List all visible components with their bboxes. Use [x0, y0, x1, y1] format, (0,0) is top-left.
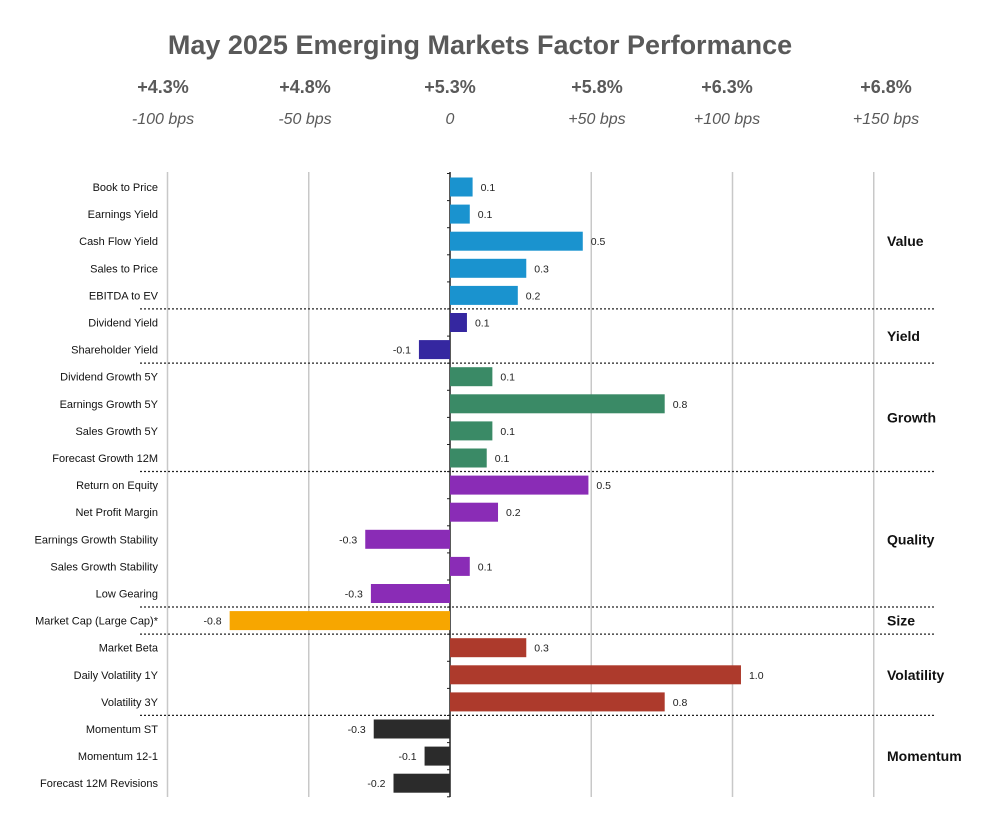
bar: [450, 556, 470, 576]
scenario-return-label: +4.8%: [279, 77, 331, 97]
bar: [450, 177, 473, 197]
category-label: Book to Price: [93, 182, 158, 194]
group-label: Quality: [887, 531, 935, 547]
category-label: Net Profit Margin: [75, 507, 158, 519]
bar: [450, 448, 487, 468]
data-label: 0.2: [506, 507, 521, 519]
data-label: 0.1: [478, 561, 493, 573]
category-label: Earnings Growth 5Y: [60, 399, 159, 411]
bar: [370, 584, 450, 603]
data-label: 0.1: [500, 426, 515, 438]
data-label: 0.8: [673, 399, 688, 411]
scenario-bps-label: -50 bps: [278, 111, 331, 128]
data-label: -0.1: [398, 751, 416, 763]
category-label: Volatility 3Y: [101, 697, 159, 709]
data-label: -0.3: [345, 589, 363, 601]
bar: [450, 367, 493, 387]
data-label: 0.1: [495, 453, 510, 465]
bar: [450, 421, 493, 441]
category-label: Forecast 12M Revisions: [40, 778, 158, 790]
data-label: 0.1: [500, 372, 515, 384]
scenario-return-label: +4.3%: [137, 77, 189, 97]
category-label: Low Gearing: [96, 589, 158, 601]
category-label: Return on Equity: [76, 480, 158, 492]
bar: [450, 231, 583, 251]
data-label: 0.1: [478, 209, 493, 221]
scenario-bps-label: +100 bps: [694, 111, 760, 128]
scenario-bps-label: -100 bps: [132, 111, 194, 128]
scenario-return-label: +5.3%: [424, 77, 476, 97]
category-label: Sales Growth 5Y: [75, 426, 158, 438]
bar: [450, 692, 665, 712]
group-label: Yield: [887, 328, 920, 344]
data-label: -0.3: [339, 534, 357, 546]
bar: [450, 502, 499, 522]
group-label: Growth: [887, 409, 936, 425]
bar: [450, 313, 467, 332]
bar: [450, 204, 470, 224]
data-label: 1.0: [749, 670, 764, 682]
category-label: EBITDA to EV: [89, 290, 159, 302]
scenario-bps-label: +150 bps: [853, 111, 919, 128]
group-label: Value: [887, 233, 924, 249]
category-label: Sales to Price: [90, 263, 158, 275]
bar: [450, 258, 527, 278]
bar: [418, 340, 450, 360]
category-label: Earnings Growth Stability: [35, 534, 159, 546]
data-label: -0.2: [367, 778, 385, 790]
data-label: 0.8: [673, 697, 688, 709]
scenario-return-label: +6.8%: [860, 77, 912, 97]
data-label: 0.2: [526, 290, 541, 302]
group-label: Momentum: [887, 748, 962, 764]
scenario-return-label: +5.8%: [571, 77, 623, 97]
category-label: Sales Growth Stability: [50, 561, 158, 573]
data-label: -0.3: [348, 724, 366, 736]
bar: [450, 394, 665, 414]
bar: [450, 638, 527, 658]
category-label: Dividend Growth 5Y: [60, 372, 158, 384]
category-label: Dividend Yield: [88, 318, 158, 330]
group-label: Volatility: [887, 667, 945, 683]
bar: [373, 719, 450, 739]
bar: [229, 611, 450, 631]
category-label: Market Beta: [99, 643, 159, 655]
scenario-bps-label: 0: [446, 111, 455, 128]
bar: [393, 773, 450, 793]
category-label: Momentum 12-1: [78, 751, 158, 763]
data-label: 0.3: [534, 263, 549, 275]
bar: [450, 665, 741, 685]
category-label: Market Cap (Large Cap)*: [35, 616, 159, 628]
category-label: Forecast Growth 12M: [52, 453, 158, 465]
category-label: Momentum ST: [86, 724, 158, 736]
scenario-return-label: +6.3%: [701, 77, 753, 97]
data-label: 0.3: [534, 643, 549, 655]
category-label: Cash Flow Yield: [79, 236, 158, 248]
data-label: -0.8: [204, 616, 222, 628]
chart-title: May 2025 Emerging Markets Factor Perform…: [168, 30, 792, 60]
category-label: Earnings Yield: [88, 209, 158, 221]
bar: [424, 746, 450, 766]
data-label: -0.1: [393, 345, 411, 357]
category-label: Daily Volatility 1Y: [74, 670, 159, 682]
group-label: Size: [887, 613, 915, 629]
scenario-bps-label: +50 bps: [568, 111, 625, 128]
bar: [365, 529, 450, 549]
data-label: 0.1: [475, 318, 490, 330]
bar: [450, 475, 589, 495]
category-label: Shareholder Yield: [71, 345, 158, 357]
data-label: 0.5: [591, 236, 606, 248]
bar: [450, 285, 518, 305]
data-label: 0.5: [596, 480, 611, 492]
data-label: 0.1: [481, 182, 496, 194]
